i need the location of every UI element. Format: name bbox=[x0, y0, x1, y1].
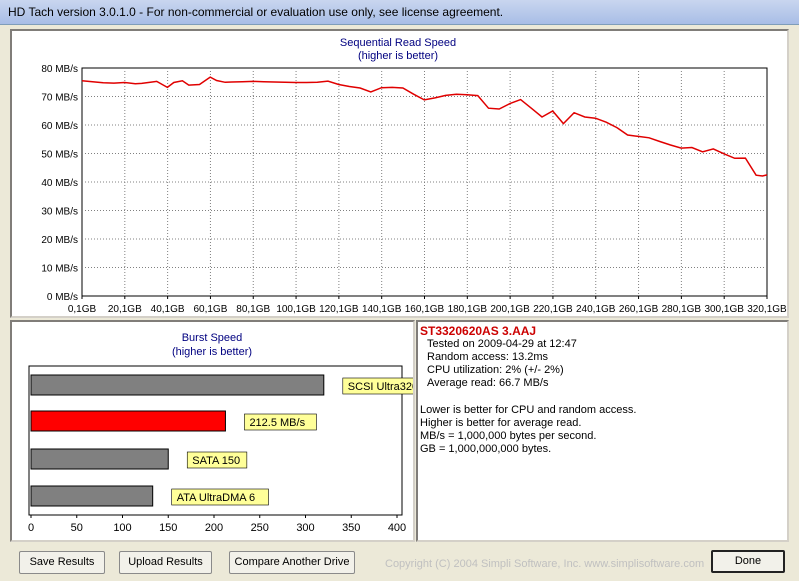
burst-label-box bbox=[186, 451, 248, 469]
x-tick-label: 0,1GB bbox=[68, 304, 97, 315]
burst-label-box bbox=[171, 488, 269, 506]
drive-name: ST3320620AS 3.AAJ bbox=[420, 324, 537, 338]
burst-speed-panel: Burst Speed (higher is better) SCSI Ultr… bbox=[10, 320, 415, 542]
x-tick-label: 80,1GB bbox=[236, 304, 270, 315]
read-speed-chart: Sequential Read Speed (higher is better)… bbox=[41, 37, 787, 315]
x-tick-label: 120,1GB bbox=[319, 304, 359, 315]
random-access: Random access: 13.2ms bbox=[427, 351, 549, 363]
burst-tick-label: 400 bbox=[388, 522, 406, 534]
y-tick-label: 40 MB/s bbox=[41, 178, 78, 189]
burst-tick-label: 150 bbox=[159, 522, 177, 534]
x-tick-label: 320,1GB bbox=[747, 304, 787, 315]
burst-bar-label: SCSI Ultra320 bbox=[348, 381, 413, 393]
chart-title: Sequential Read Speed bbox=[340, 37, 456, 49]
burst-bar bbox=[30, 448, 169, 470]
burst-bar-label: SATA 150 bbox=[192, 455, 240, 467]
burst-title: Burst Speed bbox=[182, 332, 243, 344]
average-read: Average read: 66.7 MB/s bbox=[427, 377, 549, 389]
y-tick-label: 30 MB/s bbox=[41, 207, 78, 218]
burst-label-box bbox=[342, 377, 413, 395]
note-cpu: Lower is better for CPU and random acces… bbox=[420, 404, 637, 416]
test-date: Tested on 2009-04-29 at 12:47 bbox=[427, 338, 577, 350]
y-tick-label: 60 MB/s bbox=[41, 121, 78, 132]
drive-info-panel: ST3320620AS 3.AAJ Tested on 2009-04-29 a… bbox=[416, 320, 789, 542]
burst-tick-label: 200 bbox=[205, 522, 223, 534]
y-tick-label: 20 MB/s bbox=[41, 235, 78, 246]
x-tick-label: 20,1GB bbox=[108, 304, 142, 315]
burst-tick-label: 300 bbox=[296, 522, 314, 534]
burst-bar bbox=[30, 485, 154, 507]
y-tick-label: 50 MB/s bbox=[41, 150, 78, 161]
burst-tick-label: 350 bbox=[342, 522, 360, 534]
chart-subtitle: (higher is better) bbox=[358, 50, 438, 62]
burst-bar-label: 212.5 MB/s bbox=[249, 417, 305, 429]
y-tick-label: 10 MB/s bbox=[41, 264, 78, 275]
x-tick-label: 280,1GB bbox=[662, 304, 702, 315]
burst-bar-label: ATA UltraDMA 6 bbox=[177, 492, 255, 504]
burst-speed-chart: Burst Speed (higher is better) SCSI Ultr… bbox=[28, 332, 413, 534]
note-average: Higher is better for average read. bbox=[420, 417, 582, 429]
cpu-utilization: CPU utilization: 2% (+/- 2%) bbox=[427, 364, 564, 376]
upload-results-button[interactable]: Upload Results bbox=[119, 551, 212, 574]
burst-bar bbox=[30, 374, 325, 396]
burst-bar bbox=[30, 410, 226, 432]
x-tick-label: 240,1GB bbox=[576, 304, 616, 315]
note-mbs: MB/s = 1,000,000 bytes per second. bbox=[420, 430, 597, 442]
burst-tick-label: 50 bbox=[71, 522, 83, 534]
window-title: HD Tach version 3.0.1.0 - For non-commer… bbox=[8, 5, 504, 19]
burst-label-box bbox=[244, 413, 317, 431]
x-tick-label: 180,1GB bbox=[448, 304, 488, 315]
x-tick-label: 100,1GB bbox=[276, 304, 316, 315]
title-bar: HD Tach version 3.0.1.0 - For non-commer… bbox=[0, 0, 799, 25]
copyright-text: Copyright (C) 2004 Simpli Software, Inc.… bbox=[385, 558, 705, 570]
burst-subtitle: (higher is better) bbox=[172, 346, 252, 358]
y-tick-label: 70 MB/s bbox=[41, 93, 78, 104]
y-tick-label: 0 MB/s bbox=[47, 292, 78, 303]
x-tick-label: 260,1GB bbox=[619, 304, 659, 315]
x-tick-label: 40,1GB bbox=[151, 304, 185, 315]
burst-tick-label: 100 bbox=[113, 522, 131, 534]
read-speed-panel: Sequential Read Speed (higher is better)… bbox=[10, 29, 789, 318]
x-tick-label: 220,1GB bbox=[533, 304, 573, 315]
burst-tick-label: 0 bbox=[28, 522, 34, 534]
x-tick-label: 300,1GB bbox=[704, 304, 744, 315]
x-tick-label: 60,1GB bbox=[193, 304, 227, 315]
save-results-button[interactable]: Save Results bbox=[19, 551, 105, 574]
done-button[interactable]: Done bbox=[711, 550, 785, 573]
burst-tick-label: 250 bbox=[251, 522, 269, 534]
x-tick-label: 160,1GB bbox=[405, 304, 445, 315]
compare-drive-button[interactable]: Compare Another Drive bbox=[229, 551, 355, 574]
x-tick-label: 200,1GB bbox=[490, 304, 530, 315]
x-tick-label: 140,1GB bbox=[362, 304, 402, 315]
note-gb: GB = 1,000,000,000 bytes. bbox=[420, 443, 552, 455]
read-speed-series-line bbox=[81, 76, 768, 177]
y-tick-label: 80 MB/s bbox=[41, 64, 78, 75]
